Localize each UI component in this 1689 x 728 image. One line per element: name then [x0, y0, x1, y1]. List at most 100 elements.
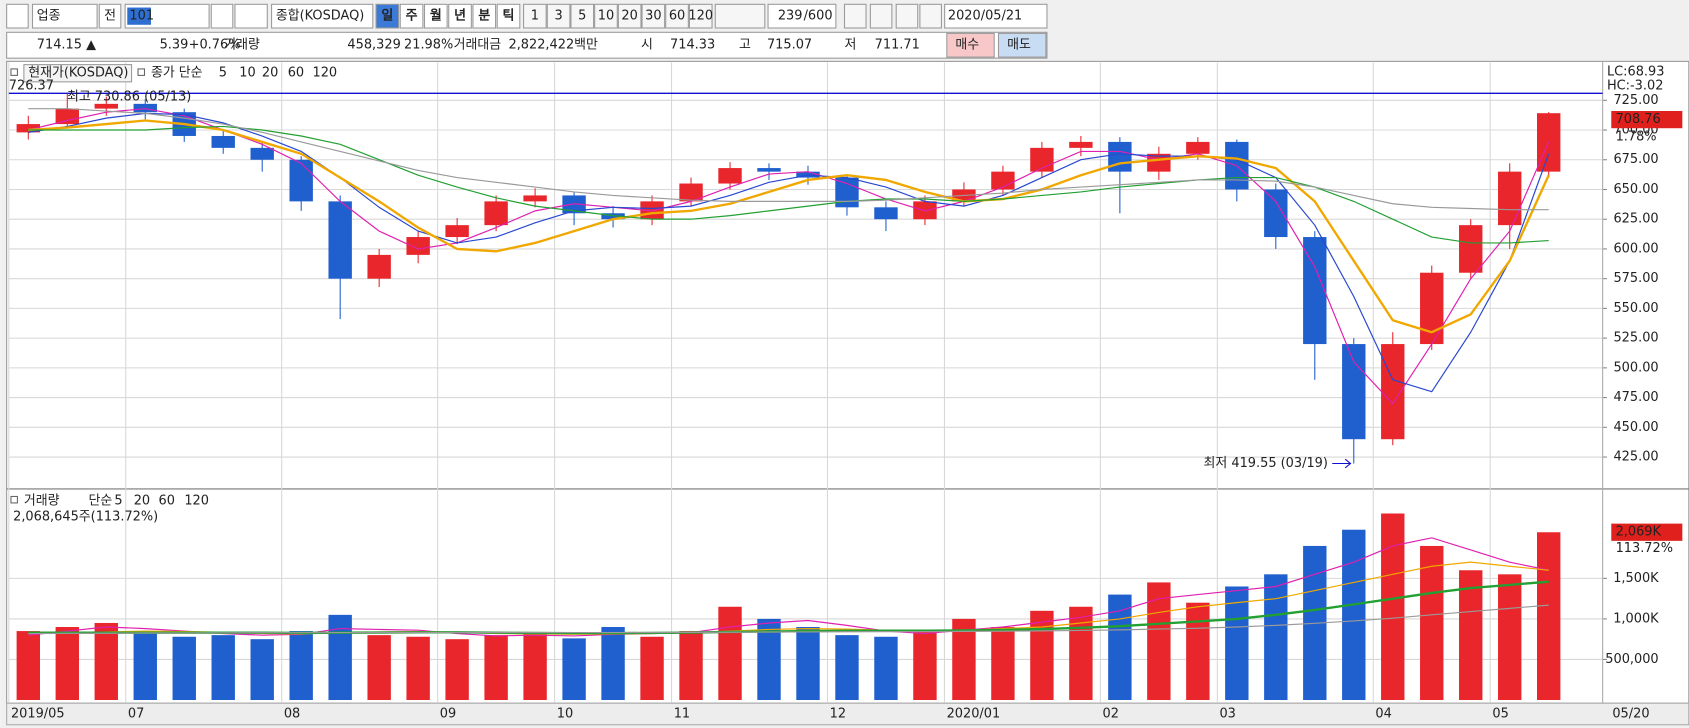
- candle-body: [1264, 189, 1288, 238]
- minute-button[interactable]: [641, 3, 666, 29]
- volume-bar: [913, 631, 937, 700]
- x-tick-label: 10: [557, 707, 573, 722]
- quote-open: 714.33: [670, 38, 715, 53]
- candle-body: [1108, 141, 1132, 172]
- y-tick-label: 550.00: [1613, 301, 1658, 316]
- volume-bar: [1264, 574, 1288, 700]
- volume-bar: [1537, 532, 1561, 700]
- tool-icon[interactable]: [919, 3, 942, 29]
- legend-entry: 20: [262, 66, 278, 81]
- x-tick-label: 12: [830, 707, 846, 722]
- candle-body: [55, 108, 79, 125]
- minute-button[interactable]: [688, 3, 713, 29]
- name-text: 종합(KOSDAQ): [276, 9, 364, 24]
- volume-bar: [718, 606, 742, 700]
- y-tick-label: 600.00: [1613, 241, 1658, 256]
- tool-icon[interactable]: [843, 3, 867, 29]
- y-tick-label: 625.00: [1613, 212, 1658, 227]
- min-label: 최저 419.55 (03/19): [1204, 456, 1328, 471]
- y-tick-label: 500.00: [1613, 360, 1658, 375]
- candle-body: [601, 213, 625, 220]
- lc-label: LC:68.93: [1607, 65, 1665, 80]
- menu-icon[interactable]: [6, 3, 29, 29]
- period-button[interactable]: [423, 3, 448, 29]
- ma-label: 단순: [89, 493, 113, 508]
- legend-icon: [10, 68, 18, 76]
- quote-amount-label: 거래대금: [454, 38, 502, 53]
- candle-body: [1069, 141, 1093, 148]
- candle-body: [211, 135, 235, 148]
- y-tick-label: 575.00: [1613, 271, 1658, 286]
- quote-sell: 매도: [1007, 38, 1031, 53]
- y-tick-label: 475.00: [1613, 390, 1658, 405]
- period-button[interactable]: [496, 3, 521, 29]
- minute-button[interactable]: [546, 3, 571, 29]
- period-button[interactable]: [448, 3, 472, 29]
- period-text: 월: [430, 8, 442, 24]
- buy-button[interactable]: [946, 32, 995, 58]
- ma-line: [28, 108, 1549, 211]
- legend-entry: 20: [134, 493, 150, 508]
- period-button[interactable]: [399, 3, 424, 29]
- quote-price: 714.15 ▲: [37, 38, 96, 53]
- candle-body: [1303, 237, 1327, 345]
- period-button[interactable]: [375, 3, 400, 29]
- x-tick-label: 09: [440, 707, 456, 722]
- candle-body: [679, 183, 703, 202]
- sell-button[interactable]: [997, 32, 1047, 58]
- search-button[interactable]: [210, 3, 234, 29]
- volume-bar: [16, 631, 40, 700]
- prev-button[interactable]: [98, 3, 122, 29]
- candle-body: [1459, 225, 1483, 273]
- minute-button[interactable]: [594, 3, 618, 29]
- minute-text: 3: [554, 9, 562, 24]
- period-button[interactable]: [472, 3, 497, 29]
- candle-body: [523, 195, 547, 202]
- minute-text: 1: [531, 9, 539, 24]
- x-tick-label: 2019/05: [11, 707, 65, 722]
- code-text: 101: [129, 9, 154, 24]
- period-text: 주: [406, 9, 418, 24]
- volume-bar: [406, 636, 430, 700]
- tool-icon[interactable]: [869, 3, 893, 29]
- volume-bar: [835, 635, 859, 700]
- date-text: 2020/05/21: [948, 9, 1022, 24]
- candle-body: [1420, 272, 1444, 345]
- price-tag-pct: 1.78%: [1616, 129, 1657, 144]
- volume-bar: [1225, 586, 1249, 700]
- volume-bar: [172, 636, 196, 700]
- tool-icon[interactable]: [895, 3, 919, 29]
- count-field[interactable]: [767, 3, 837, 29]
- x-tick-label: 04: [1375, 707, 1391, 722]
- volume-summary: 2,068,645주(113.72%): [13, 509, 158, 524]
- minute-button[interactable]: [665, 3, 689, 29]
- volume-tag-bg: [1611, 523, 1683, 541]
- date-field[interactable]: [944, 3, 1048, 29]
- volume-bar: [1147, 582, 1171, 700]
- y-tick-label: 1,500K: [1613, 571, 1659, 586]
- sector-select[interactable]: [31, 3, 98, 29]
- volume-bar: [484, 635, 508, 700]
- minute-button[interactable]: [617, 3, 642, 29]
- volume-bar: [55, 627, 79, 700]
- minute-button[interactable]: [523, 3, 547, 29]
- volume-bar: [874, 636, 898, 700]
- sound-button[interactable]: [234, 3, 268, 29]
- volume-tag-pct: 113.72%: [1616, 541, 1673, 556]
- y-tick-label: 525.00: [1613, 331, 1658, 346]
- quote-volume: 458,329: [347, 38, 400, 53]
- minute-button[interactable]: [570, 3, 595, 29]
- volume-bar: [601, 627, 625, 700]
- candle-body: [484, 201, 508, 226]
- corner-value: 726.37: [9, 79, 54, 94]
- candle-body: [1186, 141, 1210, 154]
- y-tick-label: 650.00: [1613, 182, 1658, 197]
- title-box: [23, 64, 133, 83]
- quote-volume-pct: 21.98%: [404, 38, 453, 53]
- volume-bar: [250, 639, 274, 700]
- unit-select[interactable]: [714, 3, 766, 29]
- legend-entry: 5: [114, 493, 122, 508]
- y-tick-label: 675.00: [1613, 152, 1658, 167]
- volume-bar: [1030, 610, 1054, 700]
- candle-body: [133, 103, 157, 113]
